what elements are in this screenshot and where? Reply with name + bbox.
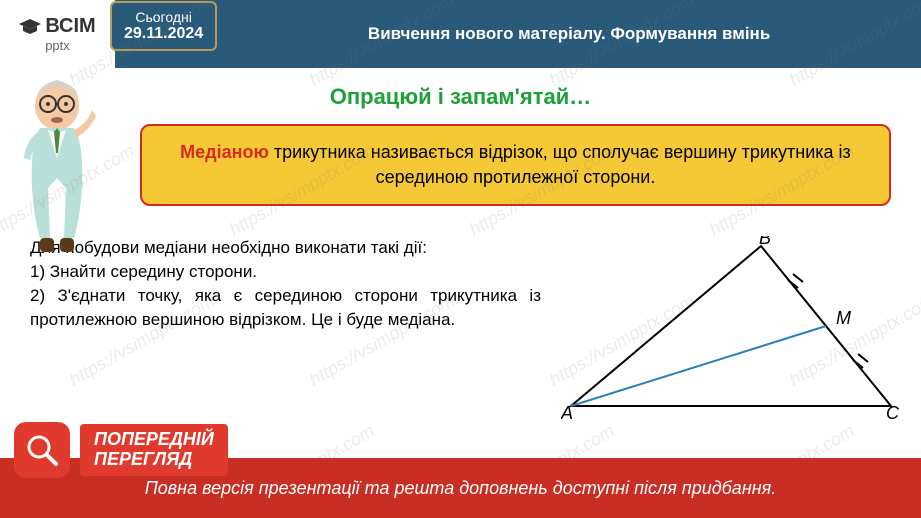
date-value: 29.11.2024 <box>124 25 203 43</box>
vertex-a-label: A <box>561 403 573 421</box>
date-label: Сьогодні <box>124 9 203 25</box>
vertex-b-label: B <box>759 236 771 248</box>
preview-line2: ПЕРЕГЛЯД <box>94 450 214 470</box>
lower-content: Для побудови медіани необхідно виконати … <box>20 236 901 416</box>
instructions-step2: 2) З'єднати точку, яка є серединою сторо… <box>30 284 541 332</box>
magnifier-icon <box>14 422 70 478</box>
logo-brand-text: ВСІМ <box>45 15 95 38</box>
subtitle: Опрацюй і запам'ятай… <box>20 84 901 110</box>
instructions-block: Для побудови медіани необхідно виконати … <box>20 236 541 416</box>
triangle-diagram: A B C M <box>561 236 901 416</box>
instructions-step1: 1) Знайти середину сторони. <box>30 260 541 284</box>
preview-label: ПОПЕРЕДНІЙ ПЕРЕГЛЯД <box>80 424 228 476</box>
definition-box: Медіаною трикутника називається відрізок… <box>140 124 891 206</box>
logo-sub-text: pptx <box>45 38 70 53</box>
header-title: Вивчення нового матеріалу. Формування вм… <box>217 24 921 44</box>
header-bar: ВСІМ pptx Сьогодні 29.11.2024 Вивчення н… <box>0 0 921 68</box>
logo-area: ВСІМ pptx <box>0 0 115 68</box>
logo-brand: ВСІМ <box>19 15 95 38</box>
instructions-intro: Для побудови медіани необхідно виконати … <box>30 236 541 260</box>
point-m-label: M <box>836 308 851 328</box>
definition-term: Медіаною <box>180 142 269 162</box>
professor-image <box>10 68 105 258</box>
footer-text: Повна версія презентації та решта доповн… <box>145 478 777 499</box>
date-box: Сьогодні 29.11.2024 <box>110 1 217 51</box>
definition-rest: трикутника називається відрізок, що спол… <box>269 142 851 187</box>
vertex-c-label: C <box>886 403 900 421</box>
graduation-cap-icon <box>19 19 41 35</box>
preview-line1: ПОПЕРЕДНІЙ <box>94 430 214 450</box>
preview-badge: ПОПЕРЕДНІЙ ПЕРЕГЛЯД <box>14 422 228 478</box>
